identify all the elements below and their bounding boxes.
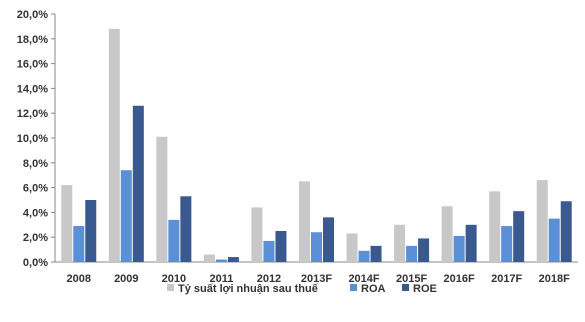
- y-tick-label: 6,0%: [23, 183, 48, 195]
- bar: [465, 224, 477, 262]
- y-tick-label: 20,0%: [17, 9, 48, 21]
- y-tick-label: 16,0%: [17, 59, 48, 71]
- bar: [548, 218, 560, 262]
- legend-swatch: [402, 284, 409, 291]
- bars: [61, 28, 572, 262]
- bar: [358, 250, 370, 262]
- bar: [346, 233, 358, 262]
- bar: [299, 181, 310, 262]
- bar: [406, 245, 418, 262]
- bar: [453, 235, 465, 262]
- y-axis: 0,0% 2,0% 4,0% 6,0% 8,0% 10,0% 12,0% 14,0% 16,0%…: [17, 9, 56, 269]
- bar: [251, 207, 263, 262]
- y-tick-label: 0,0%: [23, 257, 48, 269]
- bar: [275, 231, 287, 262]
- x-tick-label: 2015F: [396, 273, 427, 285]
- x-tick-label: 2012: [257, 273, 281, 285]
- legend-label: ROE: [413, 283, 437, 295]
- x-axis: 2008 2009 2010 2011 2012 2013F 2014F 2015F 2016F…: [55, 261, 578, 285]
- bar: [108, 28, 120, 262]
- bar: [156, 136, 168, 262]
- legend-swatch: [167, 284, 174, 291]
- y-tick-label: 10,0%: [17, 133, 48, 145]
- bar: [203, 254, 215, 262]
- bar: [85, 200, 97, 262]
- legend-swatch: [350, 284, 357, 291]
- bar: [418, 238, 430, 262]
- y-tick-label: 4,0%: [23, 207, 48, 219]
- x-tick-label: 2014F: [348, 273, 379, 285]
- bar: [168, 219, 180, 262]
- y-tick-label: 14,0%: [17, 83, 48, 95]
- bar: [394, 224, 406, 262]
- bar: [263, 240, 275, 262]
- bar: [441, 206, 453, 262]
- y-tick-label: 12,0%: [17, 108, 48, 120]
- bar: [120, 170, 132, 262]
- legend-label: Tỷ suất lợi nhuận sau thuế: [178, 283, 319, 295]
- bar: [215, 259, 227, 262]
- y-tick-label: 18,0%: [17, 34, 48, 46]
- bar: [61, 185, 73, 262]
- bar: [489, 191, 501, 262]
- x-tick-label: 2009: [114, 273, 138, 285]
- x-tick-label: 2011: [209, 273, 233, 285]
- y-tick-label: 2,0%: [23, 232, 48, 244]
- x-tick-label: 2018F: [539, 273, 570, 285]
- bar: [536, 180, 548, 262]
- bar: [180, 196, 192, 262]
- x-tick-label: 2017F: [491, 273, 522, 285]
- y-tick-label: 8,0%: [23, 158, 48, 170]
- bar: [501, 226, 513, 262]
- bar: [132, 105, 144, 262]
- legend-label: ROA: [361, 283, 386, 295]
- x-tick-label: 2008: [67, 273, 91, 285]
- bar: [560, 201, 572, 262]
- x-tick-label: 2010: [162, 273, 186, 285]
- bar: [227, 257, 239, 262]
- bar: [370, 245, 382, 262]
- bar: [311, 232, 322, 262]
- bar: [513, 211, 525, 262]
- x-tick-label: 2016F: [444, 273, 475, 285]
- x-tick-label: 2013F: [301, 273, 332, 285]
- legend: Tỷ suất lợi nhuận sau thuế ROA ROE: [167, 283, 437, 295]
- bar: [73, 226, 85, 262]
- bar: [323, 217, 334, 262]
